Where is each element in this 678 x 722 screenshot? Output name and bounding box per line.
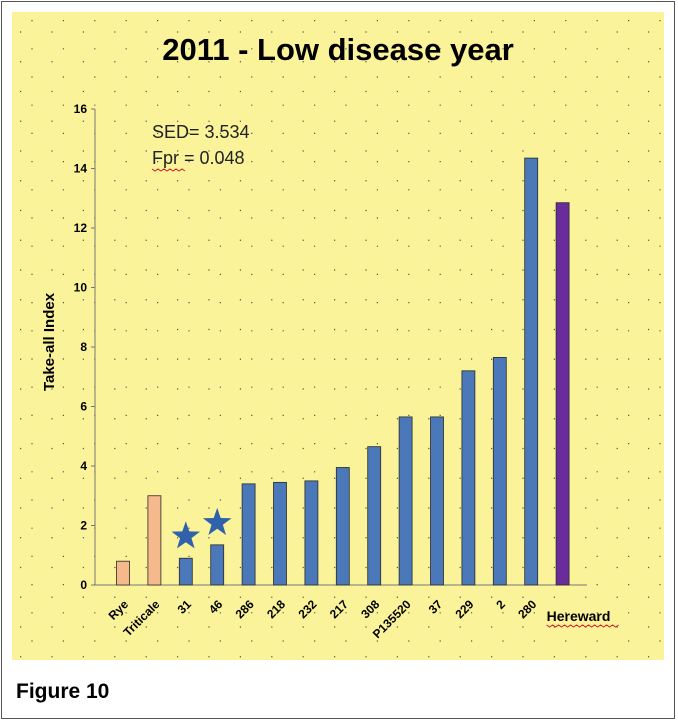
chart-title: 2011 - Low disease year bbox=[162, 32, 514, 67]
figure-caption: Figure 10 bbox=[16, 680, 110, 703]
spellcheck-underline bbox=[546, 624, 619, 628]
x-tick-label: 286 bbox=[233, 597, 257, 621]
bar-232 bbox=[304, 480, 319, 586]
x-tick-label: 218 bbox=[264, 597, 288, 621]
bar-31 bbox=[178, 557, 193, 586]
bar-308 bbox=[367, 446, 382, 586]
bar-triticale bbox=[147, 495, 162, 586]
bar-hereward bbox=[555, 202, 570, 586]
y-tick-label: 2 bbox=[80, 519, 87, 533]
significance-star-icon bbox=[202, 507, 232, 535]
y-tick-label: 0 bbox=[80, 578, 87, 592]
bar-280 bbox=[524, 157, 539, 586]
bar-2 bbox=[492, 357, 507, 586]
y-tick-label: 10 bbox=[74, 281, 88, 295]
x-tick-label: 46 bbox=[206, 597, 226, 617]
x-tick-label: 2 bbox=[493, 597, 508, 612]
bar-rye bbox=[116, 560, 130, 586]
x-tick-label: 232 bbox=[295, 597, 319, 621]
y-tick-label: 8 bbox=[80, 340, 87, 354]
y-tick-label: 12 bbox=[74, 221, 88, 235]
bar-218 bbox=[273, 481, 287, 586]
significance-star-icon bbox=[171, 521, 201, 549]
sed-annotation: SED= 3.534 bbox=[152, 122, 250, 142]
x-tick-label: 37 bbox=[426, 597, 446, 617]
y-tick-label: 6 bbox=[80, 400, 87, 414]
bar-37 bbox=[430, 416, 444, 586]
fpr-annotation: Fpr = 0.048 bbox=[152, 148, 245, 168]
bar-46 bbox=[210, 544, 225, 586]
x-tick-label: 31 bbox=[175, 597, 195, 617]
x-tick-label: 280 bbox=[515, 597, 539, 621]
y-axis-label: Take-all Index bbox=[41, 292, 58, 391]
x-tick-label: Hereward bbox=[547, 608, 611, 624]
bar-217 bbox=[335, 467, 350, 586]
y-tick-label: 4 bbox=[80, 459, 87, 473]
spellcheck-underline bbox=[151, 168, 186, 172]
bar-229 bbox=[461, 370, 476, 586]
chart-panel: 0 2 4 6 8 10 12 14 16 Rye Triticale 31 46 286 218 232 2… bbox=[12, 12, 664, 660]
x-tick-label: 217 bbox=[327, 597, 351, 621]
y-tick-label: 14 bbox=[74, 162, 88, 176]
x-tick-label: Rye bbox=[106, 597, 132, 623]
x-tick-label: 308 bbox=[358, 597, 382, 621]
x-tick-label: 229 bbox=[452, 597, 476, 621]
bar-286 bbox=[241, 483, 256, 586]
bar-p135520 bbox=[398, 416, 413, 586]
y-tick-label: 16 bbox=[74, 102, 88, 116]
